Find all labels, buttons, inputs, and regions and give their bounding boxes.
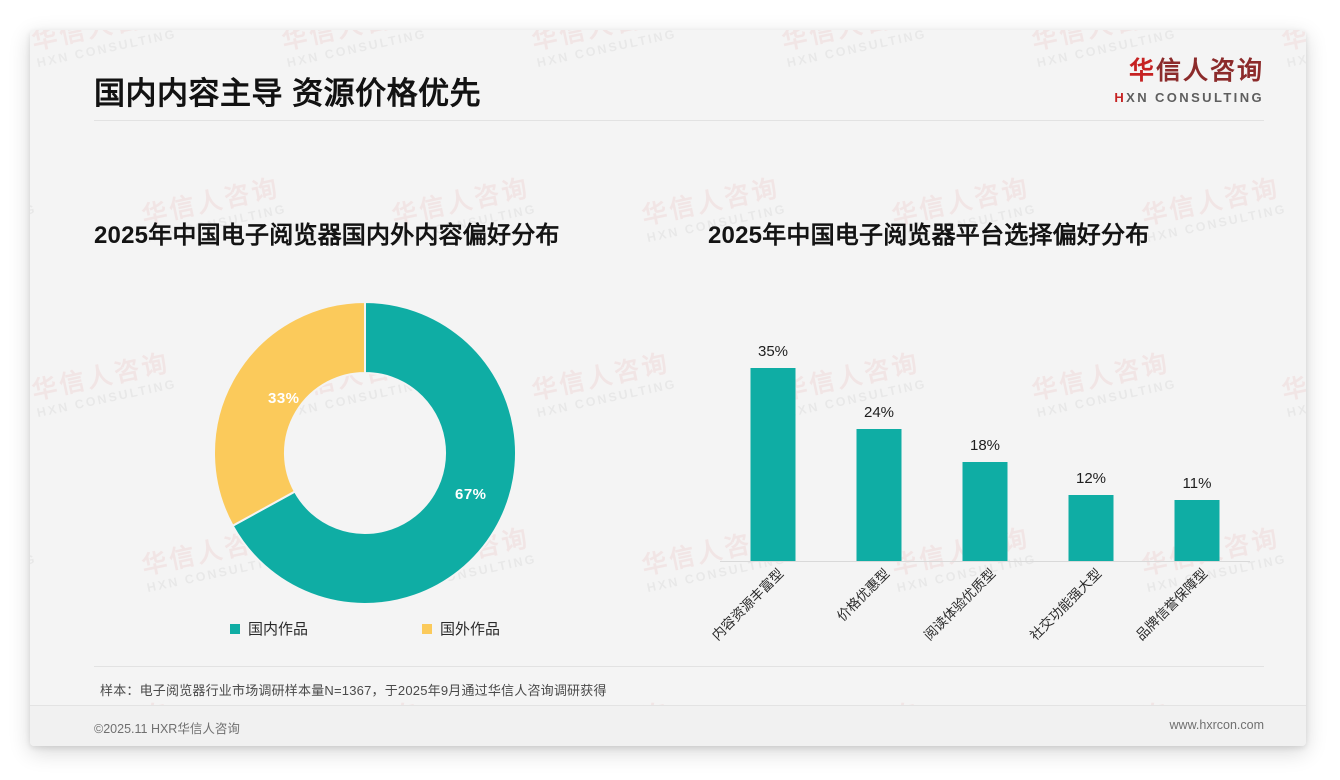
legend-item-foreign[interactable]: 国外作品 [421,618,500,639]
footnote-divider [94,666,1264,667]
brand-logo-cn-first: 华 [1128,57,1156,85]
bar-value-label: 24% [863,404,895,421]
bar-category-label: 品牌信誉保障型 [1133,565,1211,644]
bar[interactable] [962,462,1008,561]
bar-group: 12% 社交功能强大型 [1027,311,1144,643]
brand-logo-cn: 华信人咨询 [1114,57,1264,86]
slide-canvas: 华信人咨询 HXN CONSULTING 华信人咨询 HXN CONSULTING华信… [30,30,1306,746]
bar-value-label: 12% [1075,470,1107,487]
brand-logo: 华信人咨询 HXN CONSULTING [1114,57,1264,104]
bar-group: 35% 内容资源丰富型 [709,311,826,643]
bar-group: 11% 品牌信誉保障型 [1133,311,1250,643]
brand-logo-en-first: H [1114,89,1127,105]
legend-label: 国内作品 [248,621,309,638]
bar-value-label: 18% [969,437,1001,454]
legend-swatch-icon [230,623,240,634]
brand-logo-en: HXN CONSULTING [1114,91,1264,104]
donut-slice[interactable] [213,300,366,528]
donut-chart-svg [213,300,517,605]
bar-chart-axis-line [720,561,1250,562]
charts-region: 2025年中国电子阅览器国内外内容偏好分布 2025年中国电子阅览器平台选择偏好… [30,122,1306,662]
slide-footer: ©2025.11 HXR华信人咨询 www.hxrcon.com [30,705,1306,746]
legend-label: 国外作品 [439,621,500,638]
page-title: 国内内容主导 资源价格优先 [94,76,482,111]
bar[interactable] [750,368,796,561]
donut-slice-label-foreign: 33% [268,390,300,407]
footer-copyright: ©2025.11 HXR华信人咨询 [94,722,240,736]
donut-legend: 国内作品 国外作品 [212,618,518,639]
bar-value-label: 11% [1182,475,1212,492]
bar-category-label: 阅读体验优质型 [921,565,999,644]
donut-chart: 67% 33% [212,300,518,606]
slide-header: 国内内容主导 资源价格优先 华信人咨询 HXN CONSULTING [30,30,1306,122]
donut-chart-title: 2025年中国电子阅览器国内外内容偏好分布 [94,222,560,249]
brand-logo-en-rest: XN CONSULTING [1126,89,1264,105]
bar-chart: 35% 内容资源丰富型 24% 价格优惠型 18% 阅读体验优质型 12% 社交功能强大型 11… [709,311,1250,643]
bar-group: 24% 价格优惠型 [826,311,932,624]
bar-category-label: 价格优惠型 [834,565,893,625]
footnote-text: 样本：电子阅览器行业市场调研样本量N=1367，于2025年9月通过华信人咨询调… [100,683,607,698]
bar[interactable] [1068,495,1114,561]
bar[interactable] [1174,500,1220,561]
legend-item-domestic[interactable]: 国内作品 [230,618,308,639]
legend-swatch-icon [421,623,432,634]
bar-chart-title: 2025年中国电子阅览器平台选择偏好分布 [708,222,1150,249]
bar-category-label: 内容资源丰富型 [709,565,787,644]
donut-slice-label-domestic: 67% [455,486,487,503]
bar-category-label: 社交功能强大型 [1027,565,1105,644]
footer-website[interactable]: www.hxrcon.com [1169,718,1264,732]
brand-logo-cn-rest: 信人咨询 [1155,57,1264,85]
bar[interactable] [856,429,902,561]
bar-value-label: 35% [757,343,789,360]
donut-slice[interactable] [231,300,517,605]
bar-group: 18% 阅读体验优质型 [921,311,1038,643]
header-divider [94,120,1264,121]
